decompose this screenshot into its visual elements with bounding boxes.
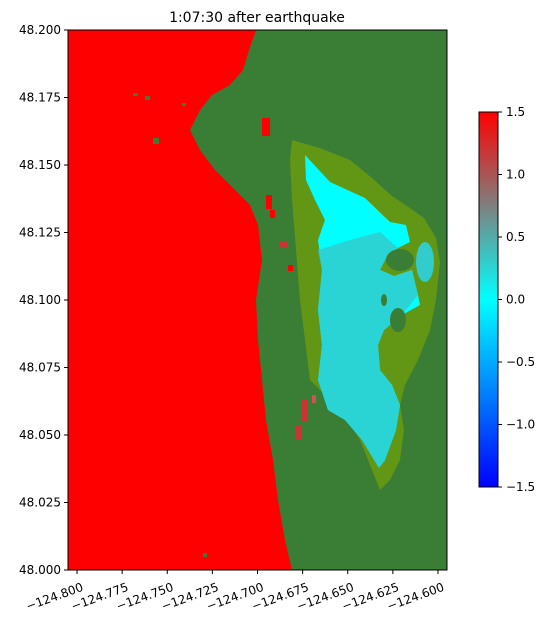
coast-fleck-6 [302,400,308,422]
bay-island-b [390,308,406,332]
colorbar-tick-label: 1.5 [506,105,525,119]
coast-fleck-1 [262,118,270,136]
ocean-islet-4 [182,103,186,106]
colorbar-tick-label: −1.5 [506,480,535,494]
colorbar-ticks: −1.5 −1.0 −0.5 0.0 0.5 1.0 1.5 [498,105,535,494]
colorbar-tick-label: 0.0 [506,293,525,307]
coast-fleck-7 [296,425,301,439]
y-tick-label: 48.050 [19,428,61,442]
colorbar-tick-label: −1.0 [506,418,535,432]
ocean-islet-1 [133,93,138,96]
y-tick-label: 48.200 [19,23,61,37]
ocean-islet-3 [153,138,159,144]
colorbar-tick-label: 0.5 [506,230,525,244]
colorbar-tick-label: 1.0 [506,168,525,182]
ocean-islet-2 [145,96,150,100]
y-tick-label: 48.175 [19,91,61,105]
colorbar-tick-label: −0.5 [506,355,535,369]
coast-fleck-5 [288,265,293,271]
coast-fleck-2 [266,195,272,209]
bay-lower [318,232,418,468]
bay-island-c [416,242,434,282]
chart-title: 1:07:30 after earthquake [169,10,345,26]
plot-area [68,30,447,570]
y-tick-label: 48.075 [19,361,61,375]
y-tick-label: 48.150 [19,158,61,172]
y-tick-label: 48.000 [19,563,61,577]
coast-fleck-8 [312,395,316,403]
y-axis-ticks: 48.000 48.025 48.050 48.075 48.100 48.125 48.1… [19,23,68,577]
coast-fleck-4 [280,242,288,248]
x-axis-ticks: −124.800−124.775−124.750−124.725−124.700… [24,570,446,613]
colorbar-bar [478,111,499,488]
bay-island-d [381,294,387,306]
bay-island-a [386,249,414,271]
y-tick-label: 48.100 [19,293,61,307]
ocean-region [68,30,292,570]
ocean-islet-5 [203,553,207,557]
coast-fleck-3 [270,210,275,218]
y-tick-label: 48.125 [19,226,61,240]
y-tick-label: 48.025 [19,496,61,510]
